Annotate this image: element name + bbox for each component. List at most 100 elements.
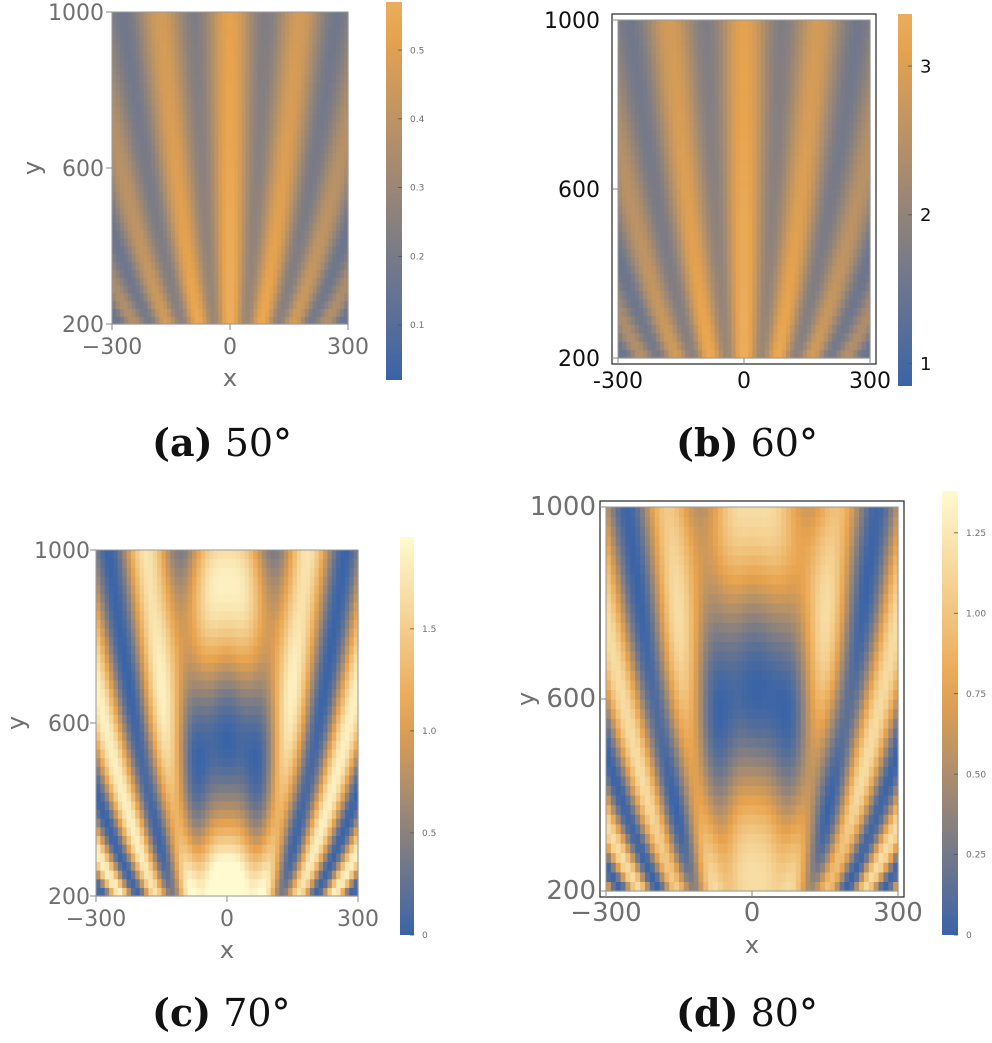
heatmap-cell	[643, 45, 648, 55]
heatmap-cell	[261, 51, 266, 60]
heatmap-cell	[634, 121, 640, 131]
heatmap-cell	[689, 205, 695, 215]
heatmap-cell	[222, 51, 227, 60]
heatmap-cell	[151, 199, 156, 208]
heatmap-cell	[710, 96, 716, 106]
heatmap-cell	[840, 332, 846, 342]
heatmap-cell	[174, 121, 180, 130]
heatmap-cell	[300, 168, 306, 177]
heatmap-cell	[289, 246, 294, 255]
heatmap-cell	[798, 214, 804, 224]
heatmap-cell	[718, 324, 724, 334]
heatmap-cell	[285, 121, 290, 130]
heatmap-cell	[155, 285, 160, 294]
heatmap-cell	[811, 341, 816, 351]
heatmap-cell	[115, 175, 121, 185]
heatmap-cell	[647, 273, 653, 283]
heatmap-cell	[218, 43, 223, 52]
heatmap-cell	[277, 19, 282, 29]
heatmap-cell	[769, 290, 774, 300]
colorbar-tick-label: 0.2	[410, 252, 424, 262]
heatmap-cell	[273, 253, 278, 263]
heatmap-cell	[214, 285, 219, 294]
heatmap-cell	[727, 197, 732, 207]
heatmap-cell	[123, 144, 129, 153]
heatmap-cell	[174, 160, 180, 169]
heatmap-cell	[285, 35, 290, 44]
heatmap-cell	[647, 129, 653, 139]
heatmap-cell	[331, 878, 337, 888]
heatmap-cell	[697, 307, 703, 317]
heatmap-cells	[96, 550, 359, 897]
heatmap-cell	[253, 292, 259, 302]
heatmap-cell	[777, 256, 783, 266]
heatmap-cell	[857, 155, 863, 165]
heatmap-cell	[849, 298, 854, 308]
heatmap-cell	[718, 96, 724, 106]
heatmap-cell	[139, 246, 145, 255]
heatmap-cell	[277, 12, 282, 21]
heatmap-cell	[731, 79, 737, 89]
heatmap-cell	[664, 172, 669, 182]
heatmap-cell	[304, 144, 310, 153]
heatmap-cell	[660, 214, 665, 224]
heatmap-cell	[269, 253, 274, 263]
heatmap-cell	[718, 189, 724, 199]
heatmap-cell	[178, 113, 184, 122]
heatmap-cell	[773, 112, 779, 122]
heatmap-cell	[836, 62, 842, 72]
heatmap-cell	[647, 121, 653, 131]
heatmap-cell	[147, 300, 152, 309]
heatmap-cell	[139, 214, 145, 224]
heatmap-cell	[135, 175, 141, 185]
heatmap-cell	[618, 197, 623, 207]
heatmap-cell	[332, 285, 337, 294]
heatmap-cell	[171, 238, 176, 247]
y-tick-label: 600	[558, 178, 600, 203]
heatmap-cell	[815, 349, 821, 359]
heatmap-cell	[324, 222, 329, 231]
heatmap-cell	[174, 144, 180, 153]
heatmap-cell	[844, 62, 850, 72]
heatmap-cell	[218, 207, 223, 216]
heatmap-cell	[752, 36, 758, 46]
heatmap-cell	[300, 152, 306, 161]
heatmap-cell	[760, 281, 766, 291]
heatmap-cell	[622, 231, 627, 241]
heatmap-cell	[819, 205, 825, 215]
heatmap-cell	[167, 183, 172, 192]
heatmap-cell	[144, 870, 149, 880]
heatmap-cell	[828, 256, 833, 266]
heatmap-cell	[731, 341, 737, 351]
heatmap-cell	[664, 332, 669, 342]
heatmap-cell	[115, 308, 121, 317]
heatmap-cell	[194, 246, 200, 255]
heatmap-cell	[131, 285, 137, 294]
heatmap-cell	[115, 113, 121, 122]
heatmap-cell	[277, 97, 282, 107]
heatmap-cell	[237, 129, 243, 138]
heatmap-cell	[840, 172, 846, 182]
heatmap-cell	[844, 138, 850, 148]
heatmap-cell	[202, 43, 207, 52]
heatmap-cell	[178, 82, 184, 91]
heatmap-cell	[853, 214, 858, 224]
heatmap-cell	[832, 290, 837, 300]
heatmap-cell	[241, 191, 247, 200]
heatmap-cell	[849, 248, 854, 258]
heatmap-cell	[811, 256, 816, 266]
heatmap-cell	[844, 87, 850, 97]
heatmap-cell	[127, 199, 133, 208]
heatmap-cell	[660, 36, 665, 46]
heatmap-cell	[685, 70, 690, 80]
heatmap-cell	[689, 172, 695, 182]
heatmap-cell	[182, 136, 188, 146]
heatmap-cell	[226, 35, 231, 44]
heatmap-cell	[210, 97, 215, 107]
heatmap-cell	[710, 222, 716, 232]
heatmap-cell	[167, 285, 172, 294]
heatmap-cell	[697, 45, 703, 55]
heatmap-cell	[643, 155, 648, 165]
heatmap-cell	[289, 285, 294, 294]
heatmap-cell	[664, 205, 669, 215]
